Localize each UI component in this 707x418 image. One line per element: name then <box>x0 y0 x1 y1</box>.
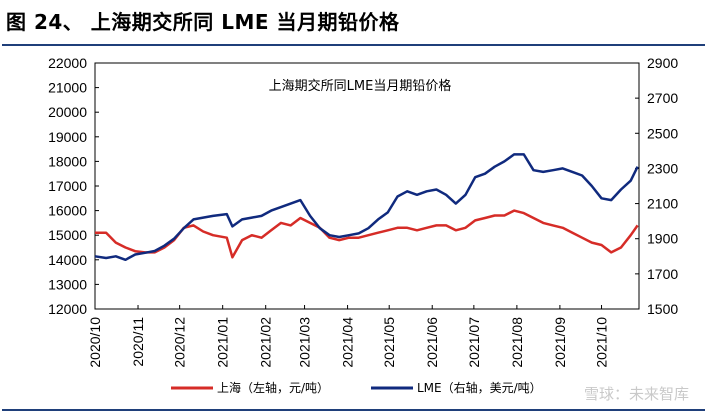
left-tick-label: 21000 <box>48 80 87 96</box>
series-line-shanghai <box>95 209 639 259</box>
bottom-rule <box>2 409 705 411</box>
x-tick-label: 2021/03 <box>297 317 313 368</box>
left-tick-label: 17000 <box>48 178 87 194</box>
right-tick-label: 2500 <box>647 125 678 141</box>
x-tick-label: 2020/11 <box>130 317 146 367</box>
x-tick-label: 2021/10 <box>594 317 610 368</box>
x-tick-label: 2021/06 <box>424 317 440 368</box>
x-tick-label: 2021/04 <box>340 317 356 368</box>
left-tick-label: 19000 <box>48 129 87 145</box>
right-tick-label: 2100 <box>647 196 678 212</box>
x-tick-label: 2020/10 <box>87 317 103 368</box>
legend-label-lme: LME（右轴，美元/吨） <box>417 380 542 395</box>
series-line-lme <box>94 153 639 262</box>
left-tick-label: 20000 <box>48 104 87 120</box>
left-tick-label: 13000 <box>48 276 87 292</box>
figure-title: 图 24、 上海期交所同 LME 当月期铅价格 <box>6 10 400 34</box>
x-tick-label: 2021/07 <box>466 317 482 368</box>
left-tick-label: 16000 <box>48 203 87 219</box>
x-tick-label: 2021/05 <box>381 317 397 368</box>
x-tick-label: 2021/08 <box>509 317 525 368</box>
x-tick-label: 2021/02 <box>258 317 274 368</box>
plot-frame <box>94 62 640 310</box>
left-axis: 12000 13000 14000 15000 16000 17000 18000 19000… <box>48 55 99 317</box>
watermark: 雪球：未来智库 <box>583 385 689 403</box>
x-tick-label: 2020/12 <box>172 317 188 368</box>
left-tick-label: 22000 <box>48 55 87 71</box>
right-tick-label: 1900 <box>647 231 678 247</box>
legend-label-shanghai: 上海（左轴，元/吨） <box>217 380 329 395</box>
right-tick-label: 1700 <box>647 266 678 282</box>
right-tick-label: 2700 <box>647 90 678 106</box>
left-tick-label: 14000 <box>48 252 87 268</box>
right-axis: 1500 1700 1900 2100 2300 2500 2700 2900 <box>635 55 678 317</box>
x-tick-label: 2021/01 <box>215 317 231 368</box>
top-rule <box>2 44 705 46</box>
left-tick-label: 12000 <box>48 301 87 317</box>
chart-inner-title: 上海期交所同LME当月期铅价格 <box>269 78 452 94</box>
right-tick-label: 1500 <box>647 301 678 317</box>
x-axis: 2020/10 2020/11 2020/12 2021/01 2021/02 2021/… <box>87 305 610 368</box>
series-layer <box>94 153 639 262</box>
legend: 上海（左轴，元/吨） LME（右轴，美元/吨） <box>171 380 542 395</box>
right-tick-label: 2900 <box>647 55 678 71</box>
right-tick-label: 2300 <box>647 160 678 176</box>
left-tick-label: 18000 <box>48 153 87 169</box>
x-tick-label: 2021/09 <box>552 317 568 368</box>
left-tick-label: 15000 <box>48 227 87 243</box>
